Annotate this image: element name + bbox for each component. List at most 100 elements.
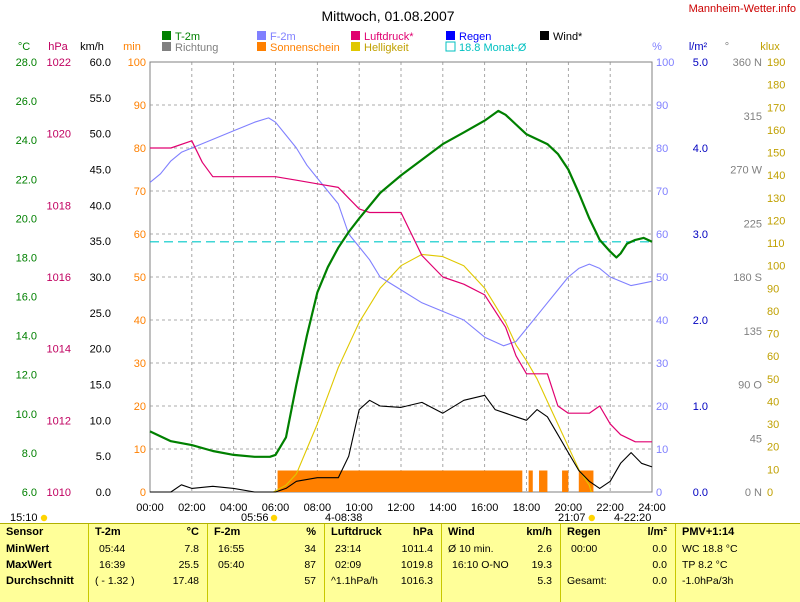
pressure-tick-label: 1020 xyxy=(47,129,71,141)
sunshine-bar xyxy=(539,470,548,492)
pressure-trend: ^1.1hPa/h xyxy=(331,575,378,587)
table-pmv-column: PMV+1:14 WC 18.8 °C TP 8.2 °C -1.0hPa/3h xyxy=(676,524,800,602)
wind-tick-label: 55.0 xyxy=(90,93,111,105)
minutes-tick-label: 60 xyxy=(134,229,146,241)
table-t2m-column: T-2m °C 05:44 7.8 16:39 25.5 ( - 1.32 ) 17.4… xyxy=(89,524,208,602)
wind-tick-label: 15.0 xyxy=(90,380,111,392)
sun-mark-label: 4-08:38 xyxy=(325,512,362,523)
sun-mark-label: 4-22:20 xyxy=(614,512,651,523)
direction-tick-label: 90 O xyxy=(738,380,762,392)
humidity-tick-label: 80 xyxy=(656,143,668,155)
legend-label: Sonnenschein xyxy=(270,42,340,54)
legend-label: Luftdruck* xyxy=(364,31,414,43)
klux-axis-unit: klux xyxy=(760,41,780,53)
humidity-tick-label: 40 xyxy=(656,315,668,327)
x-tick-label: 10:00 xyxy=(345,502,373,514)
temp-tick-label: 12.0 xyxy=(16,370,37,382)
rain-total-label: Gesamt: xyxy=(567,575,607,587)
pmv-pressure-trend: -1.0hPa/3h xyxy=(682,575,734,587)
wind-header: Wind xyxy=(448,526,475,538)
wind-tick-label: 35.0 xyxy=(90,236,111,248)
rain-tick-label: 3.0 xyxy=(693,229,708,241)
f2m-max-value: 87 xyxy=(304,559,316,571)
sunshine-bar xyxy=(277,470,523,492)
direction-tick-label: 270 W xyxy=(730,165,762,177)
pmv-windchill: WC 18.8 °C xyxy=(682,543,738,555)
weather-chart: 00:00 02:00 04:00 06:00 08:00 10:00 12:00 14:00… xyxy=(10,3,796,523)
temp-tick-label: 22.0 xyxy=(16,174,37,186)
rain-unit: l/m² xyxy=(647,526,667,538)
rain-tick-label: 5.0 xyxy=(693,57,708,69)
sunrise-label: 05:56 xyxy=(241,512,269,523)
humidity-tick-label: 30 xyxy=(656,358,668,370)
klux-tick-label: 70 xyxy=(767,329,779,341)
wind-max-time: 16:10 O-NO xyxy=(452,559,509,571)
sun-mark-dot xyxy=(40,514,48,522)
pressure-min-time: 23:14 xyxy=(335,543,362,555)
rain-min-value: 0.0 xyxy=(652,543,667,555)
klux-tick-label: 20 xyxy=(767,442,779,454)
x-tick-label: 02:00 xyxy=(178,502,206,514)
temp-tick-label: 28.0 xyxy=(16,57,37,69)
t2m-header: T-2m xyxy=(95,526,121,538)
direction-axis-unit: ° xyxy=(725,41,729,53)
humidity-tick-label: 50 xyxy=(656,272,668,284)
table-rain-column: Regen l/m² 00:00 0.0 0.0 Gesamt: 0.0 xyxy=(561,524,676,602)
minutes-tick-label: 50 xyxy=(134,272,146,284)
rain-axis-unit: l/m² xyxy=(689,41,708,53)
t2m-avg-value: 17.48 xyxy=(172,575,199,587)
pressure-tick-label: 1014 xyxy=(47,344,71,356)
sunrise-dot xyxy=(270,514,278,522)
legend-swatch xyxy=(162,31,171,40)
wind-min-label: Ø 10 min. xyxy=(448,543,494,555)
klux-tick-label: 120 xyxy=(767,215,785,227)
direction-tick-label: 0 N xyxy=(745,487,762,499)
klux-tick-label: 100 xyxy=(767,261,785,273)
wind-tick-label: 20.0 xyxy=(90,344,111,356)
x-tick-label: 18:00 xyxy=(513,502,541,514)
legend-swatch xyxy=(445,41,456,52)
legend-label: 18.8 Monat-Ø xyxy=(459,42,527,54)
x-tick-label: 12:00 xyxy=(387,502,415,514)
sunshine-bar xyxy=(528,470,533,492)
humidity-tick-label: 70 xyxy=(656,186,668,198)
table-wind-column: Wind km/h Ø 10 min. 2.6 16:10 O-NO 19.3 5.3 xyxy=(442,524,561,602)
humidity-tick-label: 0 xyxy=(656,487,662,499)
minutes-tick-label: 30 xyxy=(134,358,146,370)
temp-axis-unit: °C xyxy=(18,41,30,53)
klux-tick-label: 0 xyxy=(767,487,773,499)
x-tick-label: 16:00 xyxy=(471,502,499,514)
pressure-tick-label: 1010 xyxy=(47,487,71,499)
minutes-tick-label: 80 xyxy=(134,143,146,155)
direction-tick-label: 225 xyxy=(744,218,762,230)
legend-label: Richtung xyxy=(175,42,218,54)
wind-max-value: 19.3 xyxy=(531,559,552,571)
pressure-tick-label: 1012 xyxy=(47,415,71,427)
klux-tick-label: 60 xyxy=(767,351,779,363)
pressure-max-value: 1019.8 xyxy=(400,559,433,571)
table-label-max: MaxWert xyxy=(6,559,52,571)
table-label-min: MinWert xyxy=(6,543,50,555)
pmv-dewpoint: TP 8.2 °C xyxy=(682,559,728,571)
rain-tick-label: 1.0 xyxy=(693,401,708,413)
table-f2m-column: F-2m% 16:55 34 05:40 87 57 xyxy=(208,524,325,602)
rain-tick-label: 4.0 xyxy=(693,143,708,155)
sunset-dot xyxy=(588,514,595,522)
minutes-axis-unit: min xyxy=(123,41,141,53)
t2m-min-value: 7.8 xyxy=(184,543,199,555)
direction-tick-label: 135 xyxy=(744,326,762,338)
legend-label: Wind* xyxy=(553,31,583,43)
temp-tick-label: 10.0 xyxy=(16,409,37,421)
series-line-t-2m xyxy=(149,109,653,458)
rain-time: 00:00 xyxy=(571,543,598,555)
wind-tick-label: 25.0 xyxy=(90,308,111,320)
legend-swatch xyxy=(351,31,360,40)
wind-min-value: 2.6 xyxy=(537,543,552,555)
x-tick-label: 14:00 xyxy=(429,502,457,514)
t2m-unit: °C xyxy=(186,526,199,538)
series-line-wind xyxy=(150,394,653,493)
series-line-f-2m xyxy=(149,117,653,347)
legend-swatch xyxy=(446,31,455,40)
temp-tick-label: 8.0 xyxy=(22,448,37,460)
klux-tick-label: 130 xyxy=(767,193,785,205)
